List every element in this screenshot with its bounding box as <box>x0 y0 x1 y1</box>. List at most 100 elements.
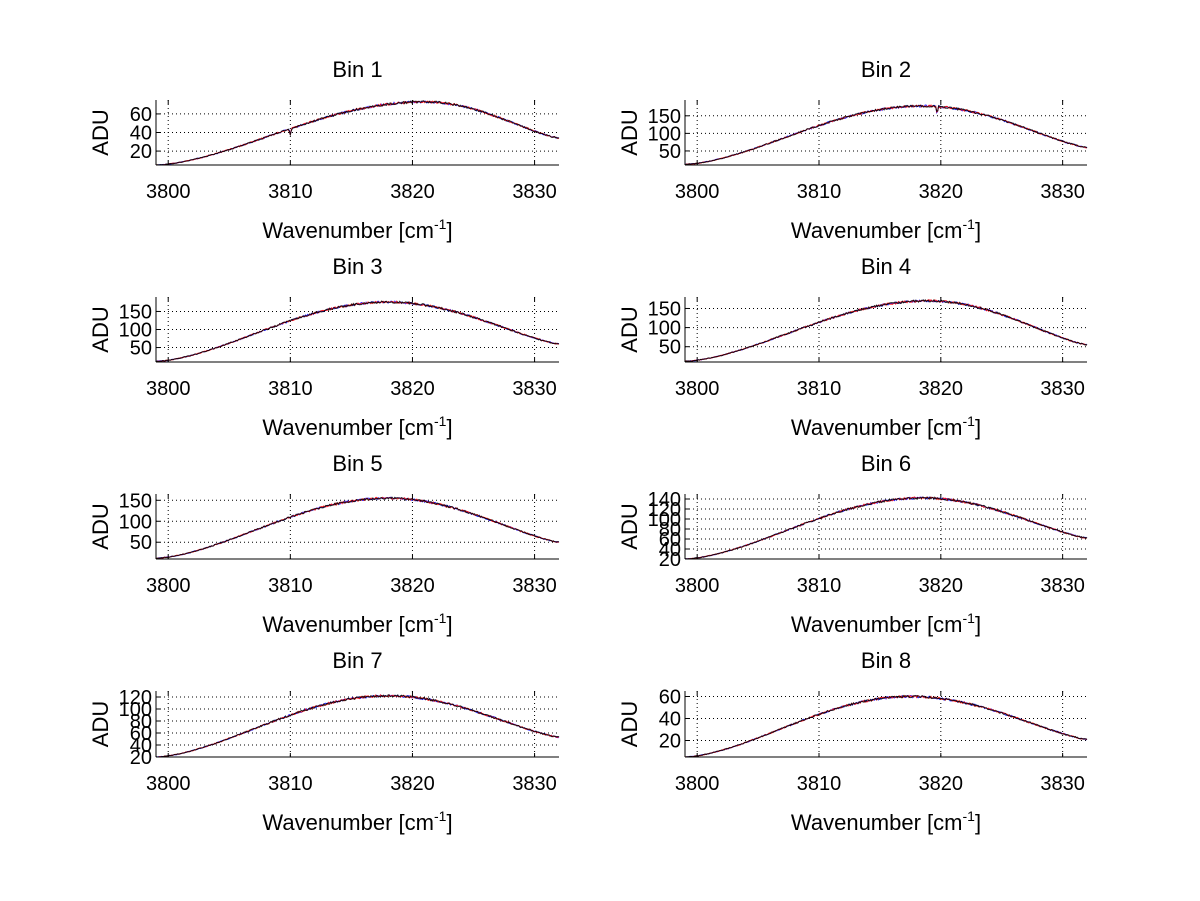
x-tick-label: 3820 <box>919 575 964 597</box>
subplot-title: Bin 5 <box>332 451 382 476</box>
series-line-2 <box>684 299 1088 362</box>
x-axis-label: Wavenumber [cm-1] <box>262 216 452 243</box>
series-line-3 <box>684 496 1088 560</box>
x-tick-label: 3830 <box>1040 378 1085 400</box>
x-tick-label: 3810 <box>797 181 842 203</box>
y-axis-label: ADU <box>617 109 642 155</box>
y-tick-label: 100 <box>648 318 681 340</box>
x-tick-label: 3830 <box>512 378 557 400</box>
subplot-title: Bin 7 <box>332 648 382 673</box>
series-line-3 <box>685 104 1088 166</box>
y-axis-label: ADU <box>617 306 642 352</box>
x-tick-label: 3830 <box>1040 181 1085 203</box>
x-tick-label: 3800 <box>675 575 720 597</box>
x-axis-label: Wavenumber [cm-1] <box>262 413 452 440</box>
y-axis-label: ADU <box>88 109 113 155</box>
x-tick-label: 3830 <box>512 773 557 795</box>
subplot-title: Bin 2 <box>861 57 911 82</box>
series-line-1 <box>684 496 1088 560</box>
subplot-title: Bin 6 <box>861 451 911 476</box>
y-tick-label: 150 <box>119 301 152 323</box>
y-tick-label: 50 <box>659 337 681 359</box>
series-line-3 <box>684 298 1088 362</box>
y-axis-label: ADU <box>617 701 642 747</box>
series-line-2 <box>684 694 1088 758</box>
series-line-2 <box>155 300 560 363</box>
x-tick-label: 3810 <box>268 181 313 203</box>
y-tick-label: 80 <box>130 711 152 733</box>
y-axis-label: ADU <box>88 701 113 747</box>
x-axis-label: Wavenumber [cm-1] <box>262 808 452 835</box>
y-tick-label: 50 <box>130 532 152 554</box>
x-tick-label: 3830 <box>1040 575 1085 597</box>
y-tick-label: 100 <box>648 509 681 531</box>
y-axis-label: ADU <box>617 503 642 549</box>
subplot-title: Bin 1 <box>332 57 382 82</box>
x-tick-label: 3820 <box>390 773 435 795</box>
series-line-2 <box>155 100 560 166</box>
series-line-2 <box>155 496 560 559</box>
x-tick-label: 3800 <box>146 181 191 203</box>
x-tick-label: 3810 <box>268 773 313 795</box>
y-tick-label: 60 <box>659 687 681 709</box>
x-axis-label: Wavenumber [cm-1] <box>791 216 981 243</box>
y-tick-label: 40 <box>130 123 152 145</box>
x-tick-label: 3830 <box>512 181 557 203</box>
series-line-1 <box>684 104 1088 166</box>
series-line-3 <box>156 496 560 559</box>
y-tick-label: 60 <box>130 104 152 126</box>
y-tick-label: 50 <box>659 141 681 163</box>
y-tick-label: 20 <box>659 549 681 571</box>
x-tick-label: 3820 <box>919 181 964 203</box>
y-tick-label: 50 <box>130 338 152 360</box>
x-tick-label: 3800 <box>146 378 191 400</box>
x-tick-label: 3830 <box>1040 773 1085 795</box>
x-tick-label: 3820 <box>390 181 435 203</box>
y-tick-label: 100 <box>119 511 152 533</box>
x-tick-label: 3810 <box>268 378 313 400</box>
series-line-3 <box>155 694 560 758</box>
subplot-title: Bin 3 <box>332 254 382 279</box>
y-tick-label: 20 <box>659 731 681 753</box>
x-tick-label: 3800 <box>146 773 191 795</box>
y-tick-label: 150 <box>119 490 152 512</box>
series-line-3 <box>685 694 1088 758</box>
series-line-3 <box>155 300 560 363</box>
y-tick-label: 120 <box>648 499 681 521</box>
y-axis-label: ADU <box>88 306 113 352</box>
x-tick-label: 3800 <box>675 773 720 795</box>
series-line-3 <box>155 100 560 166</box>
x-axis-label: Wavenumber [cm-1] <box>262 610 452 637</box>
series-line-2 <box>684 104 1088 166</box>
subplot-title: Bin 8 <box>861 648 911 673</box>
x-tick-label: 3810 <box>797 575 842 597</box>
series-line-1 <box>155 300 560 362</box>
series-line-1 <box>156 496 560 559</box>
y-tick-label: 20 <box>130 141 152 163</box>
y-tick-label: 140 <box>648 489 681 511</box>
x-tick-label: 3800 <box>146 575 191 597</box>
series-line-1 <box>155 694 560 758</box>
y-tick-label: 40 <box>659 539 681 561</box>
y-tick-label: 150 <box>648 298 681 320</box>
x-tick-label: 3800 <box>675 181 720 203</box>
x-tick-label: 3830 <box>512 575 557 597</box>
y-tick-label: 60 <box>130 723 152 745</box>
y-tick-label: 150 <box>648 106 681 128</box>
subplot-title: Bin 4 <box>861 254 911 279</box>
series-line-1 <box>155 100 560 166</box>
y-tick-label: 100 <box>119 699 152 721</box>
x-tick-label: 3810 <box>797 773 842 795</box>
x-tick-label: 3820 <box>390 378 435 400</box>
y-axis-label: ADU <box>88 503 113 549</box>
x-tick-label: 3800 <box>675 378 720 400</box>
y-tick-label: 120 <box>119 687 152 709</box>
y-tick-label: 40 <box>659 709 681 731</box>
